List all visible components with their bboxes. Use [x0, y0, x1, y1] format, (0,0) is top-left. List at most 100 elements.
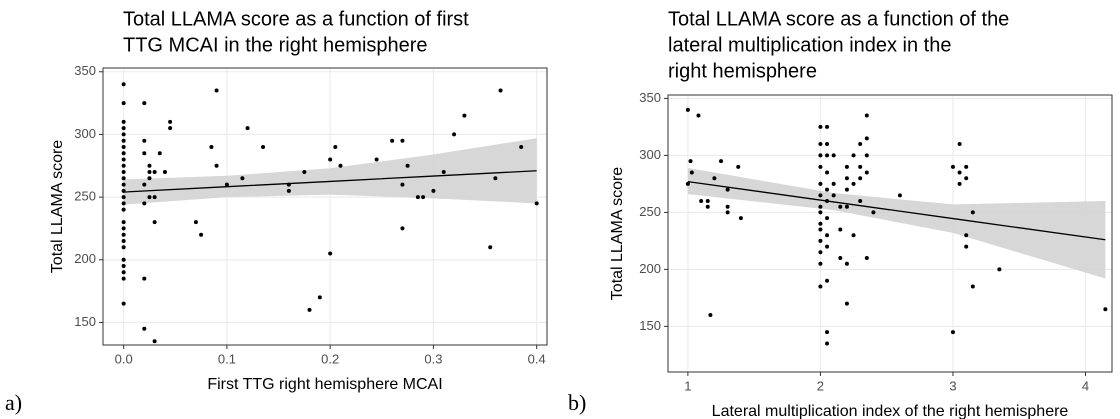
data-point [970, 210, 975, 215]
data-point [390, 138, 395, 143]
data-point [964, 176, 969, 181]
data-point [307, 307, 312, 312]
data-point [152, 195, 157, 200]
data-point [224, 182, 229, 187]
data-point [261, 144, 266, 149]
x-tick-label: 0.0 [115, 351, 133, 366]
data-point [121, 144, 126, 149]
data-point [712, 176, 717, 181]
data-point [831, 193, 836, 198]
data-point [400, 138, 405, 143]
data-point [240, 176, 245, 181]
data-point [431, 188, 436, 193]
data-point [844, 261, 849, 266]
data-point [142, 101, 147, 106]
data-point [121, 188, 126, 193]
data-point [121, 126, 126, 131]
data-point [696, 113, 701, 118]
data-point [286, 182, 291, 187]
x-axis-title: First TTG right hemisphere MCAI [207, 376, 442, 393]
x-tick-label: 1 [684, 378, 691, 393]
data-point [121, 82, 126, 87]
data-point [831, 181, 836, 186]
data-point [317, 295, 322, 300]
data-point [957, 181, 962, 186]
data-point [950, 330, 955, 335]
data-point [328, 157, 333, 162]
data-point [121, 119, 126, 124]
data-point [121, 257, 126, 262]
data-point [957, 142, 962, 147]
data-point [825, 244, 830, 249]
data-point [708, 313, 713, 318]
chart-title: Total LLAMA score as a function of first [123, 8, 469, 30]
data-point [142, 151, 147, 156]
data-point [333, 144, 338, 149]
data-point [142, 276, 147, 281]
data-point [825, 153, 830, 158]
data-point [825, 330, 830, 335]
x-axis-title: Lateral multiplication index of the righ… [712, 403, 1069, 419]
chart-title: Total LLAMA score as a function of the [668, 8, 1009, 30]
data-point [142, 182, 147, 187]
data-point [121, 301, 126, 306]
y-tick-label: 250 [639, 204, 661, 219]
data-point [705, 204, 710, 209]
x-tick-label: 0.2 [321, 351, 339, 366]
data-point [168, 126, 173, 131]
y-tick-label: 250 [74, 189, 96, 204]
confidence-band [123, 138, 537, 205]
data-point [950, 164, 955, 169]
data-point [871, 210, 876, 215]
data-point [825, 278, 830, 283]
y-tick-label: 350 [639, 90, 661, 105]
data-point [374, 157, 379, 162]
data-point [864, 170, 869, 175]
x-tick-label: 2 [817, 378, 824, 393]
data-point [121, 101, 126, 106]
data-point [121, 220, 126, 225]
data-point [462, 113, 467, 118]
data-point [152, 339, 157, 344]
data-point [441, 170, 446, 175]
data-point [738, 216, 743, 221]
panel-border [667, 94, 1113, 373]
data-point [147, 163, 152, 168]
data-point [493, 176, 498, 181]
y-axis-title: Total LLAMA score [609, 167, 626, 301]
data-point [162, 170, 167, 175]
data-point [818, 193, 823, 198]
data-point [338, 163, 343, 168]
panel-label: b) [568, 390, 586, 415]
data-point [142, 138, 147, 143]
y-tick-label: 200 [639, 261, 661, 276]
data-point [152, 170, 157, 175]
data-point [199, 232, 204, 237]
data-point [851, 181, 856, 186]
data-point [685, 181, 690, 186]
data-point [818, 261, 823, 266]
data-point [818, 164, 823, 169]
fit-line [687, 180, 1106, 241]
fit-line [123, 170, 537, 193]
data-point [725, 210, 730, 215]
panel-label: a) [5, 390, 22, 415]
data-point [121, 151, 126, 156]
data-point [818, 250, 823, 255]
data-point [838, 256, 843, 261]
data-point [121, 201, 126, 206]
data-point [286, 188, 291, 193]
x-tick-label: 3 [949, 378, 956, 393]
data-point [121, 276, 126, 281]
data-point [825, 341, 830, 346]
data-point [858, 199, 863, 204]
data-point [1103, 307, 1108, 312]
data-point [121, 264, 126, 269]
data-point [142, 201, 147, 206]
y-tick-label: 200 [74, 251, 96, 266]
data-point [818, 124, 823, 129]
x-tick-label: 0.3 [424, 351, 442, 366]
data-point [498, 88, 503, 93]
data-point [121, 232, 126, 237]
